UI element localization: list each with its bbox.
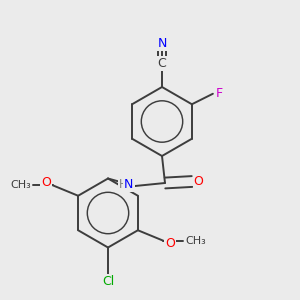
Text: C: C xyxy=(158,56,166,70)
Text: N: N xyxy=(124,178,134,191)
Text: H: H xyxy=(119,178,128,191)
Text: O: O xyxy=(165,237,175,250)
Text: CH₃: CH₃ xyxy=(185,236,206,246)
Text: N: N xyxy=(157,37,167,50)
Text: O: O xyxy=(41,176,51,189)
Text: F: F xyxy=(216,87,223,100)
Text: CH₃: CH₃ xyxy=(10,180,31,190)
Text: O: O xyxy=(194,175,203,188)
Text: Cl: Cl xyxy=(102,274,114,288)
